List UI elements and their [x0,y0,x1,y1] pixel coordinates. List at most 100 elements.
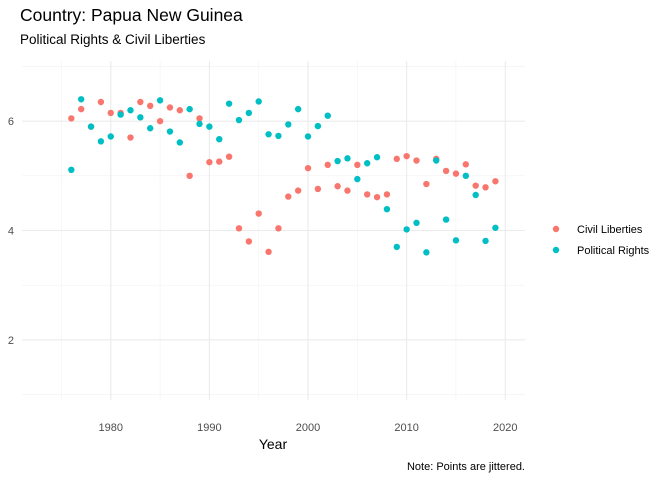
data-points [68,96,499,256]
legend-key-civil-liberties [552,225,560,233]
political-rights-point [314,122,322,130]
civil-liberties-point [216,158,223,165]
civil-liberties-point [225,153,233,160]
civil-liberties-point [423,180,430,188]
civil-liberties-point [324,161,331,169]
legend-key-political-rights [552,246,560,254]
political-rights-point [245,109,253,117]
y-tick-label: 4 [8,226,14,238]
x-axis-ticks: 1980 1990 2000 2010 2020 [99,422,518,434]
political-rights-point [442,216,450,223]
civil-liberties-point [442,167,450,175]
civil-liberties-point [137,98,144,106]
political-rights-point [433,157,440,164]
political-rights-point [147,125,154,132]
political-rights-point [324,112,331,119]
civil-liberties-point [383,191,391,198]
chart-caption: Note: Points are jittered. [407,461,525,473]
civil-liberties-point [373,193,381,201]
legend: Civil Liberties Political Rights [552,224,650,257]
civil-liberties-point [393,155,400,163]
civil-liberties-point [285,193,292,200]
political-rights-point [462,172,470,180]
political-rights-point [492,224,499,231]
y-tick-label: 2 [8,335,14,347]
political-rights-point [176,139,184,146]
civil-liberties-point [196,115,203,122]
political-rights-point [206,123,213,130]
political-rights-point [117,111,124,118]
political-rights-point [294,105,302,113]
political-rights-point [354,175,361,183]
civil-liberties-point [314,185,322,193]
political-rights-point [304,133,312,140]
civil-liberties-point [472,182,479,189]
y-tick-label: 6 [8,116,14,128]
civil-liberties-point [235,225,243,232]
civil-liberties-point [492,178,499,185]
x-tick-label: 1990 [197,422,221,434]
civil-liberties-point [354,161,361,169]
political-rights-point [235,116,243,124]
political-rights-point [77,96,85,103]
political-rights-point [97,138,105,145]
political-rights-point [285,121,292,128]
civil-liberties-point [275,225,282,232]
y-axis-ticks: 2 4 6 [8,116,14,347]
civil-liberties-point [107,109,114,117]
political-rights-point [225,100,233,107]
civil-liberties-point [127,134,134,141]
political-rights-point [452,237,460,244]
political-rights-point [482,237,489,245]
civil-liberties-point [452,170,460,177]
political-rights-point [166,128,174,135]
political-rights-point [383,205,391,213]
civil-liberties-point [294,187,302,194]
political-rights-point [275,132,282,140]
civil-liberties-point [363,191,371,198]
political-rights-point [334,157,341,165]
civil-liberties-point [156,117,164,125]
civil-liberties-point [245,238,253,245]
legend-label-political-rights: Political Rights [577,245,650,257]
legend-label-civil-liberties: Civil Liberties [577,224,643,236]
political-rights-point [413,219,420,227]
x-tick-label: 2020 [493,422,517,434]
civil-liberties-point [482,184,489,191]
political-rights-point [156,97,164,104]
political-rights-point [68,166,75,174]
political-rights-point [196,120,203,128]
civil-liberties-point [176,107,184,114]
civil-liberties-point [255,210,262,217]
political-rights-point [87,123,95,130]
civil-liberties-point [344,187,351,194]
civil-liberties-point [147,102,154,110]
civil-liberties-point [186,172,193,180]
civil-liberties-point [462,161,470,168]
civil-liberties-point [304,164,312,172]
political-rights-point [363,160,371,167]
civil-liberties-point [334,183,341,190]
political-rights-point [373,154,381,161]
political-rights-point [216,135,223,143]
political-rights-point [186,105,193,113]
x-tick-label: 2010 [394,422,418,434]
political-rights-point [265,131,272,138]
civil-liberties-point [206,158,213,166]
civil-liberties-point [265,248,272,256]
political-rights-point [255,98,262,105]
civil-liberties-point [68,115,75,122]
civil-liberties-point [97,98,105,106]
x-tick-label: 2000 [296,422,320,434]
civil-liberties-point [403,152,410,160]
political-rights-point [344,155,351,162]
chart-subtitle: Political Rights & Civil Liberties [20,32,206,47]
grid [22,61,525,400]
civil-liberties-point [77,105,85,113]
civil-liberties-point [166,104,174,111]
political-rights-point [393,243,400,251]
political-rights-point [137,114,144,121]
chart-title: Country: Papua New Guinea [20,5,243,25]
political-rights-point [107,133,114,140]
